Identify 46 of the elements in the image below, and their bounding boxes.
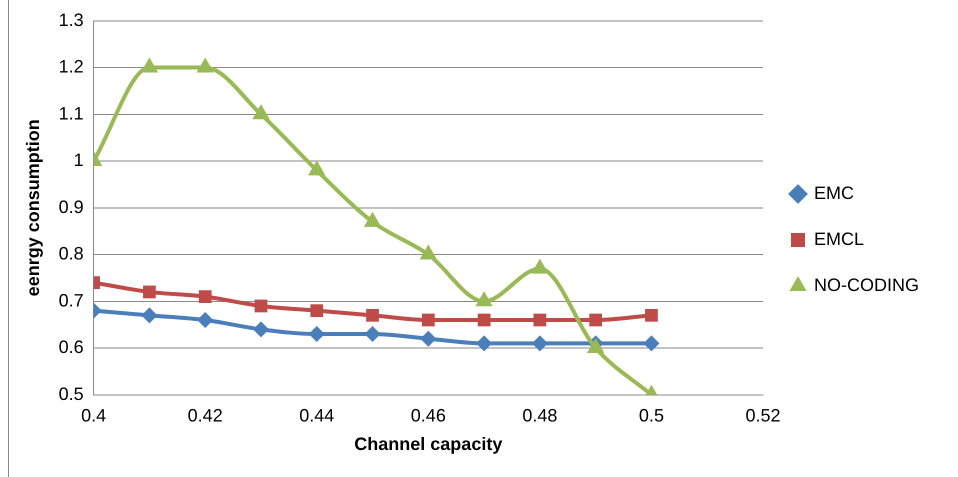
y-tick-label: 1.1 — [58, 103, 84, 124]
x-tick-label: 0.4 — [81, 406, 106, 426]
y-tick-label: 1 — [74, 150, 84, 170]
point — [140, 58, 158, 73]
point — [364, 326, 381, 342]
x-tick-label: 0.5 — [638, 406, 664, 426]
point — [308, 326, 325, 342]
point — [252, 321, 269, 338]
point — [366, 308, 379, 322]
point — [196, 58, 214, 73]
point — [198, 290, 212, 303]
x-axis-title: Channel capacity — [354, 434, 502, 454]
point — [308, 160, 326, 176]
point — [141, 307, 158, 324]
x-tick-label: 0.48 — [522, 406, 558, 426]
point — [645, 308, 658, 322]
legend-label: EMCL — [814, 228, 864, 249]
x-tick-label: 0.52 — [745, 406, 781, 426]
point — [420, 330, 436, 347]
point — [589, 314, 602, 326]
y-tick-label: 0.7 — [58, 290, 84, 310]
point — [310, 304, 324, 318]
point — [420, 244, 437, 260]
point — [478, 314, 490, 326]
point — [254, 300, 268, 312]
point — [422, 314, 435, 326]
x-tick-label: 0.42 — [188, 406, 223, 426]
point — [534, 314, 546, 326]
point — [532, 335, 548, 352]
y-tick-label: 0.8 — [58, 244, 84, 264]
y-tick-label: 0.9 — [58, 196, 84, 217]
point — [476, 335, 492, 352]
legend-label: NO-CODING — [814, 274, 920, 295]
x-tick-label: 0.46 — [410, 406, 446, 426]
y-axis-title: eenrgy consumption — [22, 119, 43, 296]
point — [143, 286, 156, 298]
point — [252, 104, 270, 120]
y-tick-label: 0.6 — [58, 337, 84, 358]
legend-label: EMC — [814, 182, 854, 203]
point — [197, 312, 214, 328]
y-tick-label: 0.5 — [58, 384, 84, 404]
y-tick-label: 1.2 — [58, 56, 84, 77]
point — [364, 212, 382, 227]
x-tick-label: 0.44 — [299, 406, 334, 426]
point — [643, 335, 660, 352]
y-tick-label: 1.3 — [58, 10, 84, 30]
